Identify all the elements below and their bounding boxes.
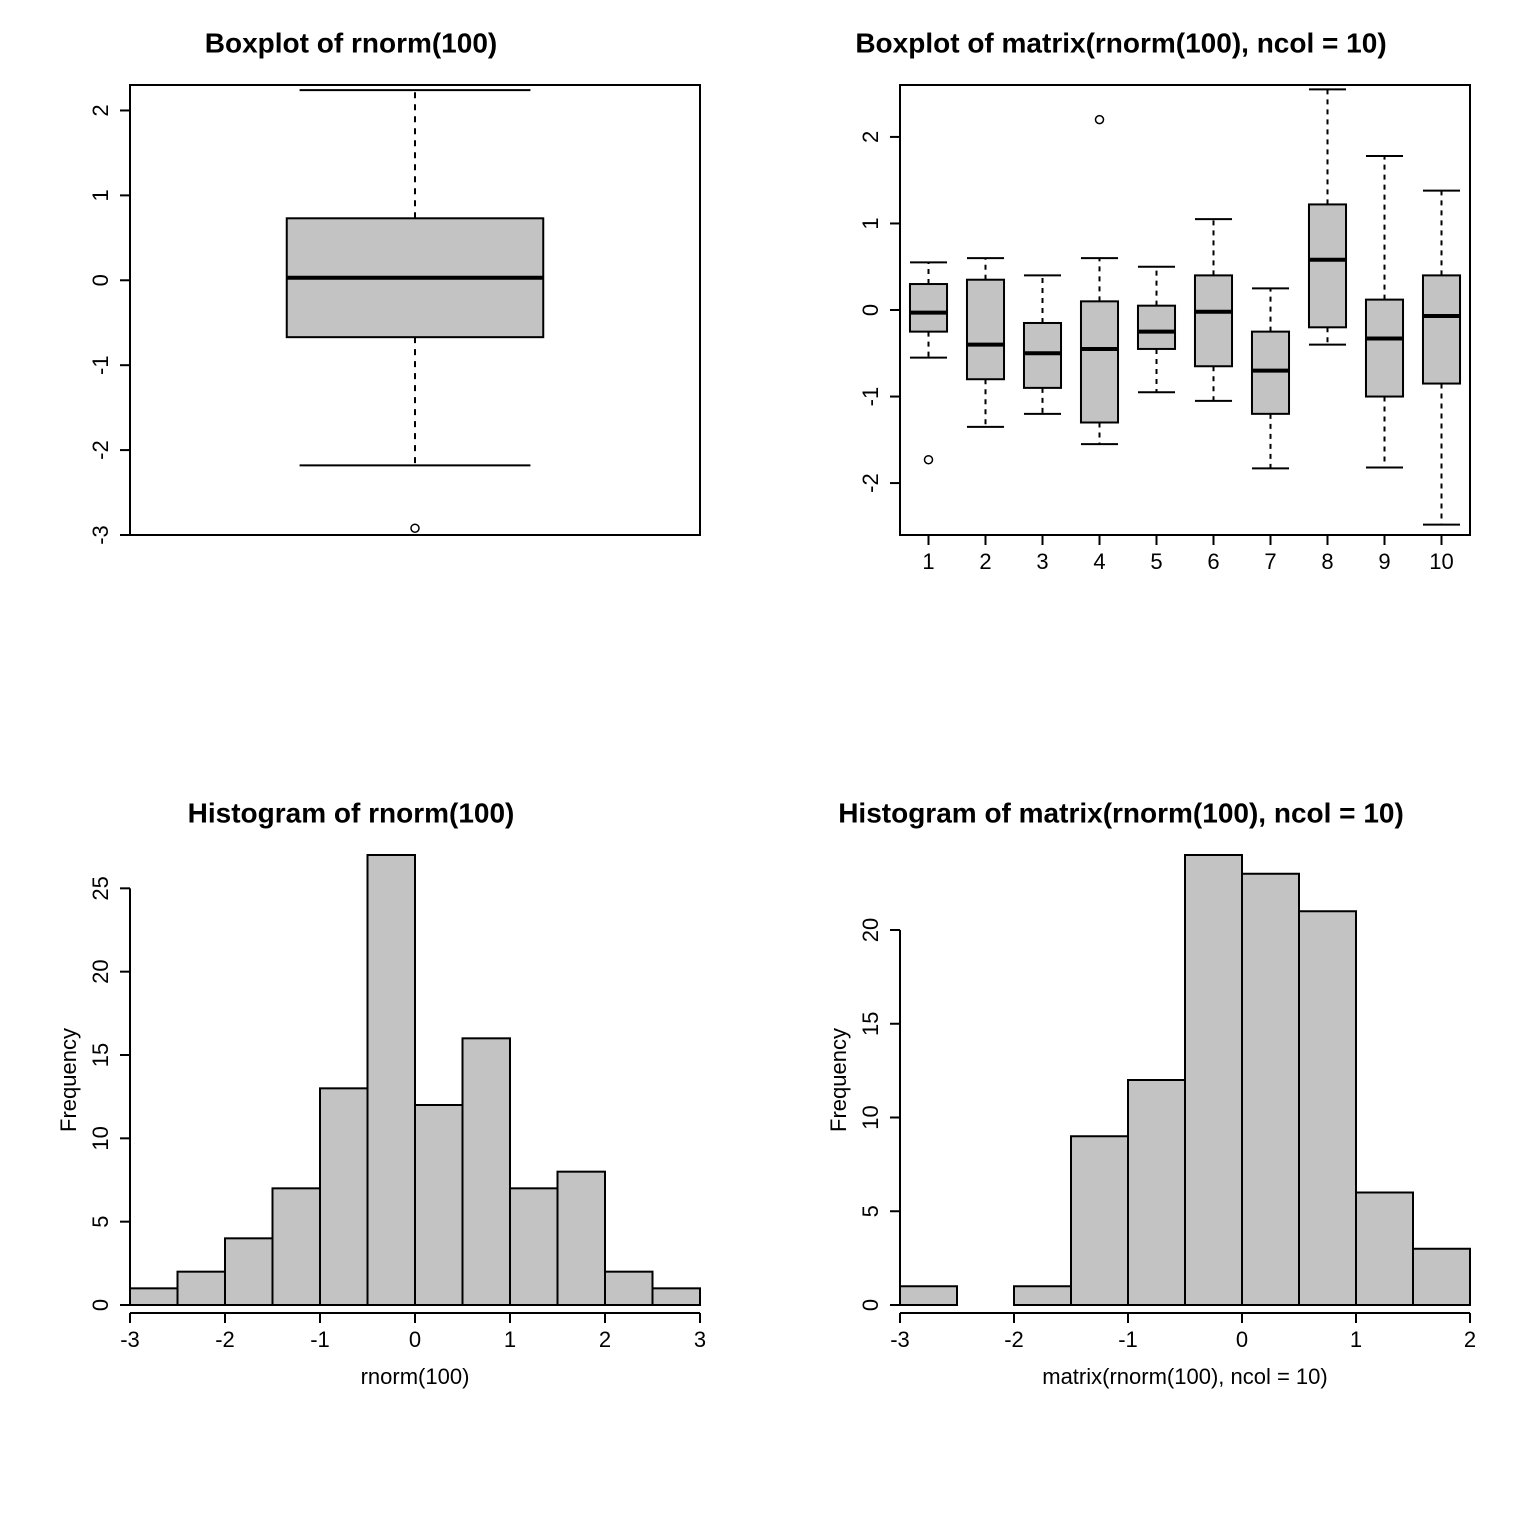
histogram-bar xyxy=(130,1288,178,1305)
outlier xyxy=(925,456,933,464)
y-tick-label: -1 xyxy=(858,387,883,407)
histogram-bar xyxy=(653,1288,701,1305)
box xyxy=(1252,332,1289,414)
y-tick-label: 0 xyxy=(858,304,883,316)
boxplot-matrix: Boxplot of matrix(rnorm(100), ncol = 10)… xyxy=(855,27,1470,573)
x-tick-label: -2 xyxy=(215,1327,235,1352)
histogram-bar xyxy=(1128,1080,1185,1305)
x-axis-label: rnorm(100) xyxy=(361,1364,470,1389)
histogram-bar xyxy=(273,1188,321,1305)
histogram-matrix: Histogram of matrix(rnorm(100), ncol = 1… xyxy=(826,797,1476,1388)
histogram-bar xyxy=(1299,911,1356,1305)
y-tick-label: 2 xyxy=(88,104,113,116)
y-tick-label: 5 xyxy=(88,1216,113,1228)
histogram-bar xyxy=(225,1238,273,1305)
y-tick-label: 25 xyxy=(88,876,113,900)
x-tick-label: 2 xyxy=(599,1327,611,1352)
y-tick-label: 20 xyxy=(88,959,113,983)
histogram-bar xyxy=(1014,1286,1071,1305)
histogram-bar xyxy=(368,855,416,1305)
y-tick-label: 5 xyxy=(858,1205,883,1217)
histogram-bar xyxy=(1356,1193,1413,1306)
outlier xyxy=(1096,116,1104,124)
x-tick-label: 9 xyxy=(1378,549,1390,574)
y-tick-label: -3 xyxy=(88,525,113,545)
box xyxy=(1366,300,1403,397)
x-tick-label: -3 xyxy=(890,1327,910,1352)
y-axis-label: Frequency xyxy=(56,1028,81,1132)
box xyxy=(1024,323,1061,388)
x-tick-label: 7 xyxy=(1264,549,1276,574)
histogram-bar xyxy=(558,1172,606,1305)
histogram-bar xyxy=(1185,855,1242,1305)
box xyxy=(1138,306,1175,349)
y-tick-label: -1 xyxy=(88,355,113,375)
histogram-bar xyxy=(320,1088,368,1305)
outlier xyxy=(411,524,419,532)
box xyxy=(1195,275,1232,366)
x-tick-label: 0 xyxy=(1236,1327,1248,1352)
chart-grid: Boxplot of rnorm(100)-3-2-1012Boxplot of… xyxy=(0,0,1536,1536)
box xyxy=(1081,301,1118,422)
box xyxy=(910,284,947,332)
histogram-bar xyxy=(1413,1249,1470,1305)
box xyxy=(1309,204,1346,327)
x-tick-label: 6 xyxy=(1207,549,1219,574)
panel-title: Histogram of matrix(rnorm(100), ncol = 1… xyxy=(838,797,1404,828)
x-tick-label: 10 xyxy=(1429,549,1453,574)
y-tick-label: -2 xyxy=(88,440,113,460)
x-tick-label: 8 xyxy=(1321,549,1333,574)
histogram-bar xyxy=(463,1038,511,1305)
histogram-bar xyxy=(510,1188,558,1305)
histogram-bar xyxy=(1242,874,1299,1305)
x-tick-label: -1 xyxy=(310,1327,330,1352)
y-axis-label: Frequency xyxy=(826,1028,851,1132)
x-tick-label: 1 xyxy=(504,1327,516,1352)
x-axis-label: matrix(rnorm(100), ncol = 10) xyxy=(1042,1364,1327,1389)
x-tick-label: 0 xyxy=(409,1327,421,1352)
y-tick-label: 15 xyxy=(858,1012,883,1036)
box xyxy=(967,280,1004,380)
y-tick-label: 1 xyxy=(88,189,113,201)
y-tick-label: 10 xyxy=(88,1126,113,1150)
x-tick-label: -3 xyxy=(120,1327,140,1352)
y-tick-label: -2 xyxy=(858,473,883,493)
x-tick-label: 2 xyxy=(1464,1327,1476,1352)
x-tick-label: -1 xyxy=(1118,1327,1138,1352)
y-tick-label: 1 xyxy=(858,217,883,229)
y-tick-label: 0 xyxy=(88,274,113,286)
panel-title: Boxplot of rnorm(100) xyxy=(205,27,497,58)
histogram-bar xyxy=(178,1272,226,1305)
x-tick-label: 5 xyxy=(1150,549,1162,574)
histogram-rnorm100: Histogram of rnorm(100)0510152025Frequen… xyxy=(56,797,706,1388)
y-tick-label: 15 xyxy=(88,1043,113,1067)
y-tick-label: 2 xyxy=(858,131,883,143)
x-tick-label: 1 xyxy=(1350,1327,1362,1352)
panel-title: Histogram of rnorm(100) xyxy=(188,797,515,828)
y-tick-label: 10 xyxy=(858,1105,883,1129)
x-tick-label: 3 xyxy=(1036,549,1048,574)
x-tick-label: -2 xyxy=(1004,1327,1024,1352)
histogram-bar xyxy=(415,1105,463,1305)
y-tick-label: 0 xyxy=(858,1299,883,1311)
x-tick-label: 2 xyxy=(979,549,991,574)
histogram-bar xyxy=(605,1272,653,1305)
histogram-bar xyxy=(1071,1136,1128,1305)
boxplot-rnorm100: Boxplot of rnorm(100) -3 -2 -1 0 1 2 xyxy=(88,27,700,544)
x-tick-label: 3 xyxy=(694,1327,706,1352)
histogram-bar xyxy=(900,1286,957,1305)
x-tick-label: 1 xyxy=(922,549,934,574)
x-tick-label: 4 xyxy=(1093,549,1105,574)
box xyxy=(1423,275,1460,383)
y-tick-label: 20 xyxy=(858,918,883,942)
y-tick-label: 0 xyxy=(88,1299,113,1311)
panel-title: Boxplot of matrix(rnorm(100), ncol = 10) xyxy=(855,27,1386,58)
